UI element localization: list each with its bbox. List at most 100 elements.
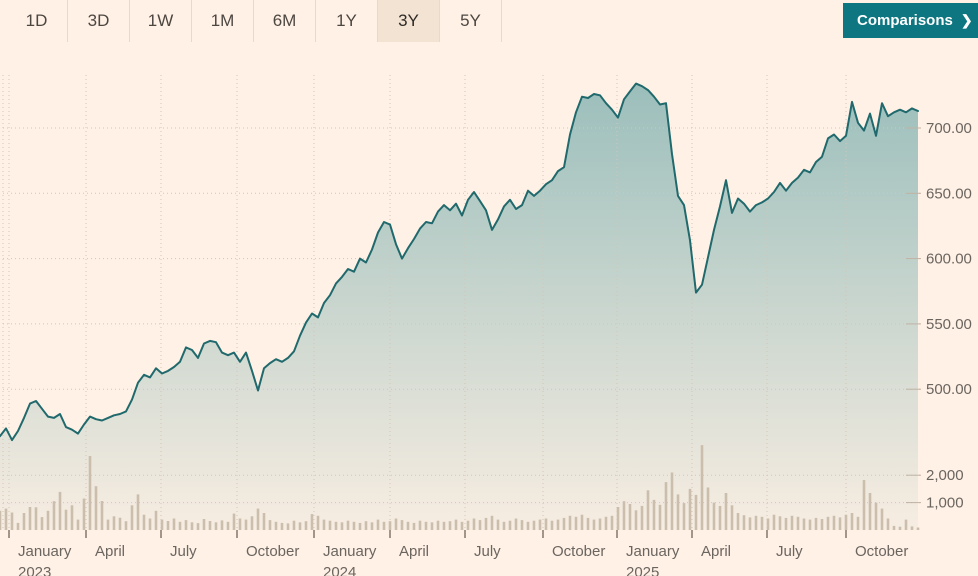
volume-bar xyxy=(796,516,800,530)
x-axis-label: July xyxy=(776,543,803,560)
volume-bar xyxy=(844,514,848,530)
volume-bar xyxy=(586,517,590,530)
volume-bar xyxy=(160,519,164,530)
x-axis-label: January xyxy=(323,543,377,560)
volume-bar xyxy=(472,518,476,530)
volume-bar xyxy=(208,521,212,530)
volume-bar xyxy=(274,521,278,530)
volume-bar xyxy=(334,521,338,530)
volume-bar xyxy=(46,510,50,530)
volume-bar xyxy=(862,480,866,530)
volume-bar xyxy=(712,502,716,530)
volume-bar xyxy=(268,520,272,530)
volume-bar xyxy=(22,513,26,530)
volume-bar xyxy=(166,521,170,530)
volume-bar xyxy=(478,520,482,530)
volume-bar xyxy=(466,520,470,530)
volume-bar xyxy=(838,517,842,530)
comparisons-button[interactable]: Comparisons ❯ xyxy=(843,3,978,38)
volume-bar xyxy=(418,520,422,530)
volume-bar xyxy=(598,518,602,530)
range-tab-3d[interactable]: 3D xyxy=(68,0,130,42)
volume-bar xyxy=(400,520,404,530)
volume-bar xyxy=(742,515,746,530)
volume-bar xyxy=(646,490,650,530)
volume-bar xyxy=(574,516,578,530)
volume-bar xyxy=(898,526,902,530)
volume-bar xyxy=(100,501,104,530)
x-axis-label: October xyxy=(552,543,605,560)
volume-bar xyxy=(658,504,662,530)
price-line xyxy=(0,82,919,442)
volume-bar xyxy=(28,507,32,530)
volume-bar xyxy=(730,505,734,530)
volume-bar xyxy=(250,516,254,530)
volume-bar xyxy=(592,519,596,530)
volume-bar xyxy=(76,519,80,530)
volume-bar xyxy=(4,508,8,530)
volume-bar xyxy=(346,520,350,530)
volume-bar xyxy=(10,512,14,530)
range-tab-1y[interactable]: 1Y xyxy=(316,0,378,42)
volume-bar xyxy=(406,521,410,530)
chevron-right-icon: ❯ xyxy=(960,12,973,28)
x-axis-label: July xyxy=(474,543,501,560)
volume-bar xyxy=(34,507,38,530)
range-tab-1w[interactable]: 1W xyxy=(130,0,192,42)
volume-bar xyxy=(706,487,710,530)
x-axis-year-label: 2024 xyxy=(323,564,356,576)
volume-bar xyxy=(916,527,920,530)
volume-bar xyxy=(40,517,44,530)
volume-bar xyxy=(226,521,230,530)
volume-bar xyxy=(874,502,878,530)
volume-bar xyxy=(760,516,764,530)
volume-bar xyxy=(814,517,818,530)
volume-bar xyxy=(568,515,572,530)
volume-axis-label: 2,000 xyxy=(926,467,964,484)
volume-bar xyxy=(436,520,440,530)
volume-bar xyxy=(376,519,380,530)
volume-bar xyxy=(130,505,134,530)
range-tab-3y[interactable]: 3Y xyxy=(378,0,440,42)
volume-bar xyxy=(526,521,530,530)
volume-bar xyxy=(514,518,518,530)
volume-bar xyxy=(286,523,290,530)
x-axis-year-label: 2023 xyxy=(18,564,51,576)
volume-bar xyxy=(238,518,242,530)
volume-bar xyxy=(700,445,704,530)
price-axis-label: 550.00 xyxy=(926,316,972,333)
volume-bar xyxy=(442,521,446,530)
volume-bar xyxy=(352,521,356,530)
range-tab-6m[interactable]: 6M xyxy=(254,0,316,42)
volume-bar xyxy=(280,522,284,530)
volume-bar xyxy=(328,520,332,530)
volume-bar xyxy=(202,519,206,530)
volume-bar xyxy=(562,517,566,530)
volume-bar xyxy=(298,522,302,530)
volume-bar xyxy=(184,520,188,530)
volume-bar xyxy=(394,518,398,530)
x-axis-label: October xyxy=(246,543,299,560)
volume-bar xyxy=(148,518,152,530)
y-axis-labels: 700.00 650.00 600.00 550.00 500.00 2,000 1,000 xyxy=(926,120,972,512)
range-tab-1d[interactable]: 1D xyxy=(6,0,68,42)
volume-bar xyxy=(364,521,368,530)
volume-bar xyxy=(778,516,782,530)
volume-bar xyxy=(424,521,428,530)
volume-bar xyxy=(310,514,314,530)
volume-bar xyxy=(886,518,890,530)
volume-bar xyxy=(736,513,740,530)
range-tab-1m[interactable]: 1M xyxy=(192,0,254,42)
x-axis-labels: January 2023 April July October January 2024 Ap… xyxy=(8,530,908,576)
volume-bar xyxy=(142,514,146,530)
range-tab-5y[interactable]: 5Y xyxy=(440,0,502,42)
volume-bar xyxy=(826,516,830,530)
range-tabs: 1D 3D 1W 1M 6M 1Y 3Y 5Y xyxy=(6,0,502,42)
volume-bar xyxy=(544,518,548,530)
volume-bar xyxy=(904,519,908,530)
volume-bar xyxy=(772,514,776,530)
volume-bar xyxy=(748,517,752,530)
x-axis-label: April xyxy=(399,543,429,560)
